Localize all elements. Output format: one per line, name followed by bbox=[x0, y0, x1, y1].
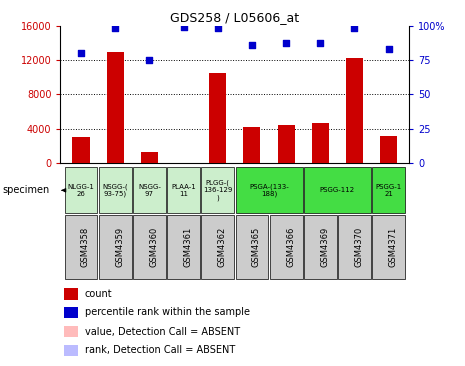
FancyBboxPatch shape bbox=[201, 168, 234, 213]
Point bbox=[385, 46, 392, 52]
FancyBboxPatch shape bbox=[133, 168, 166, 213]
Text: GSM4370: GSM4370 bbox=[354, 227, 364, 267]
Point bbox=[317, 41, 324, 46]
Bar bbox=[380, 136, 397, 163]
Text: GSM4371: GSM4371 bbox=[389, 227, 398, 267]
Text: percentile rank within the sample: percentile rank within the sample bbox=[85, 307, 250, 317]
Text: PLGG-(
136-129
): PLGG-( 136-129 ) bbox=[203, 180, 232, 201]
FancyBboxPatch shape bbox=[64, 288, 78, 299]
Text: GSM4359: GSM4359 bbox=[115, 227, 124, 267]
FancyBboxPatch shape bbox=[64, 326, 78, 337]
FancyBboxPatch shape bbox=[65, 216, 97, 279]
Point bbox=[282, 41, 290, 46]
FancyBboxPatch shape bbox=[133, 216, 166, 279]
FancyBboxPatch shape bbox=[65, 168, 97, 213]
Text: GSM4366: GSM4366 bbox=[286, 227, 295, 267]
Title: GDS258 / L05606_at: GDS258 / L05606_at bbox=[170, 11, 299, 25]
FancyBboxPatch shape bbox=[304, 216, 337, 279]
Bar bbox=[106, 52, 124, 163]
FancyBboxPatch shape bbox=[338, 216, 371, 279]
Text: count: count bbox=[85, 289, 113, 299]
FancyBboxPatch shape bbox=[167, 168, 200, 213]
Text: GSM4360: GSM4360 bbox=[149, 227, 159, 267]
Text: PLAA-1
11: PLAA-1 11 bbox=[171, 184, 196, 197]
Bar bbox=[346, 58, 363, 163]
FancyBboxPatch shape bbox=[167, 216, 200, 279]
Point bbox=[351, 26, 358, 31]
FancyBboxPatch shape bbox=[372, 216, 405, 279]
FancyBboxPatch shape bbox=[99, 168, 132, 213]
Text: value, Detection Call = ABSENT: value, Detection Call = ABSENT bbox=[85, 327, 240, 337]
FancyBboxPatch shape bbox=[270, 216, 303, 279]
Point bbox=[214, 26, 221, 31]
Point bbox=[77, 50, 85, 56]
Text: GSM4362: GSM4362 bbox=[218, 227, 227, 267]
Text: GSM4361: GSM4361 bbox=[184, 227, 193, 267]
Text: NSGG-(
93-75): NSGG-( 93-75) bbox=[102, 183, 128, 197]
Text: NSGG-
97: NSGG- 97 bbox=[138, 184, 161, 197]
Point bbox=[112, 26, 119, 31]
Bar bbox=[243, 127, 260, 163]
Bar bbox=[312, 123, 329, 163]
Text: GSM4358: GSM4358 bbox=[81, 227, 90, 267]
Text: specimen: specimen bbox=[2, 185, 50, 195]
Text: GSM4369: GSM4369 bbox=[320, 227, 329, 267]
Point bbox=[248, 42, 256, 48]
FancyBboxPatch shape bbox=[64, 345, 78, 356]
Bar bbox=[141, 152, 158, 163]
FancyBboxPatch shape bbox=[235, 168, 303, 213]
Text: PSGG-112: PSGG-112 bbox=[320, 187, 355, 193]
FancyBboxPatch shape bbox=[235, 216, 268, 279]
FancyBboxPatch shape bbox=[64, 307, 78, 318]
Point bbox=[146, 57, 153, 63]
Bar bbox=[209, 73, 226, 163]
FancyBboxPatch shape bbox=[201, 216, 234, 279]
Point bbox=[180, 24, 187, 30]
Text: GSM4365: GSM4365 bbox=[252, 227, 261, 267]
FancyBboxPatch shape bbox=[372, 168, 405, 213]
Text: NLGG-1
26: NLGG-1 26 bbox=[67, 184, 94, 197]
Bar bbox=[278, 125, 295, 163]
Text: PSGA-(133-
188): PSGA-(133- 188) bbox=[249, 183, 289, 197]
FancyBboxPatch shape bbox=[99, 216, 132, 279]
Text: rank, Detection Call = ABSENT: rank, Detection Call = ABSENT bbox=[85, 345, 235, 355]
Bar bbox=[73, 137, 89, 163]
Text: PSGG-1
21: PSGG-1 21 bbox=[376, 184, 402, 197]
FancyBboxPatch shape bbox=[304, 168, 371, 213]
